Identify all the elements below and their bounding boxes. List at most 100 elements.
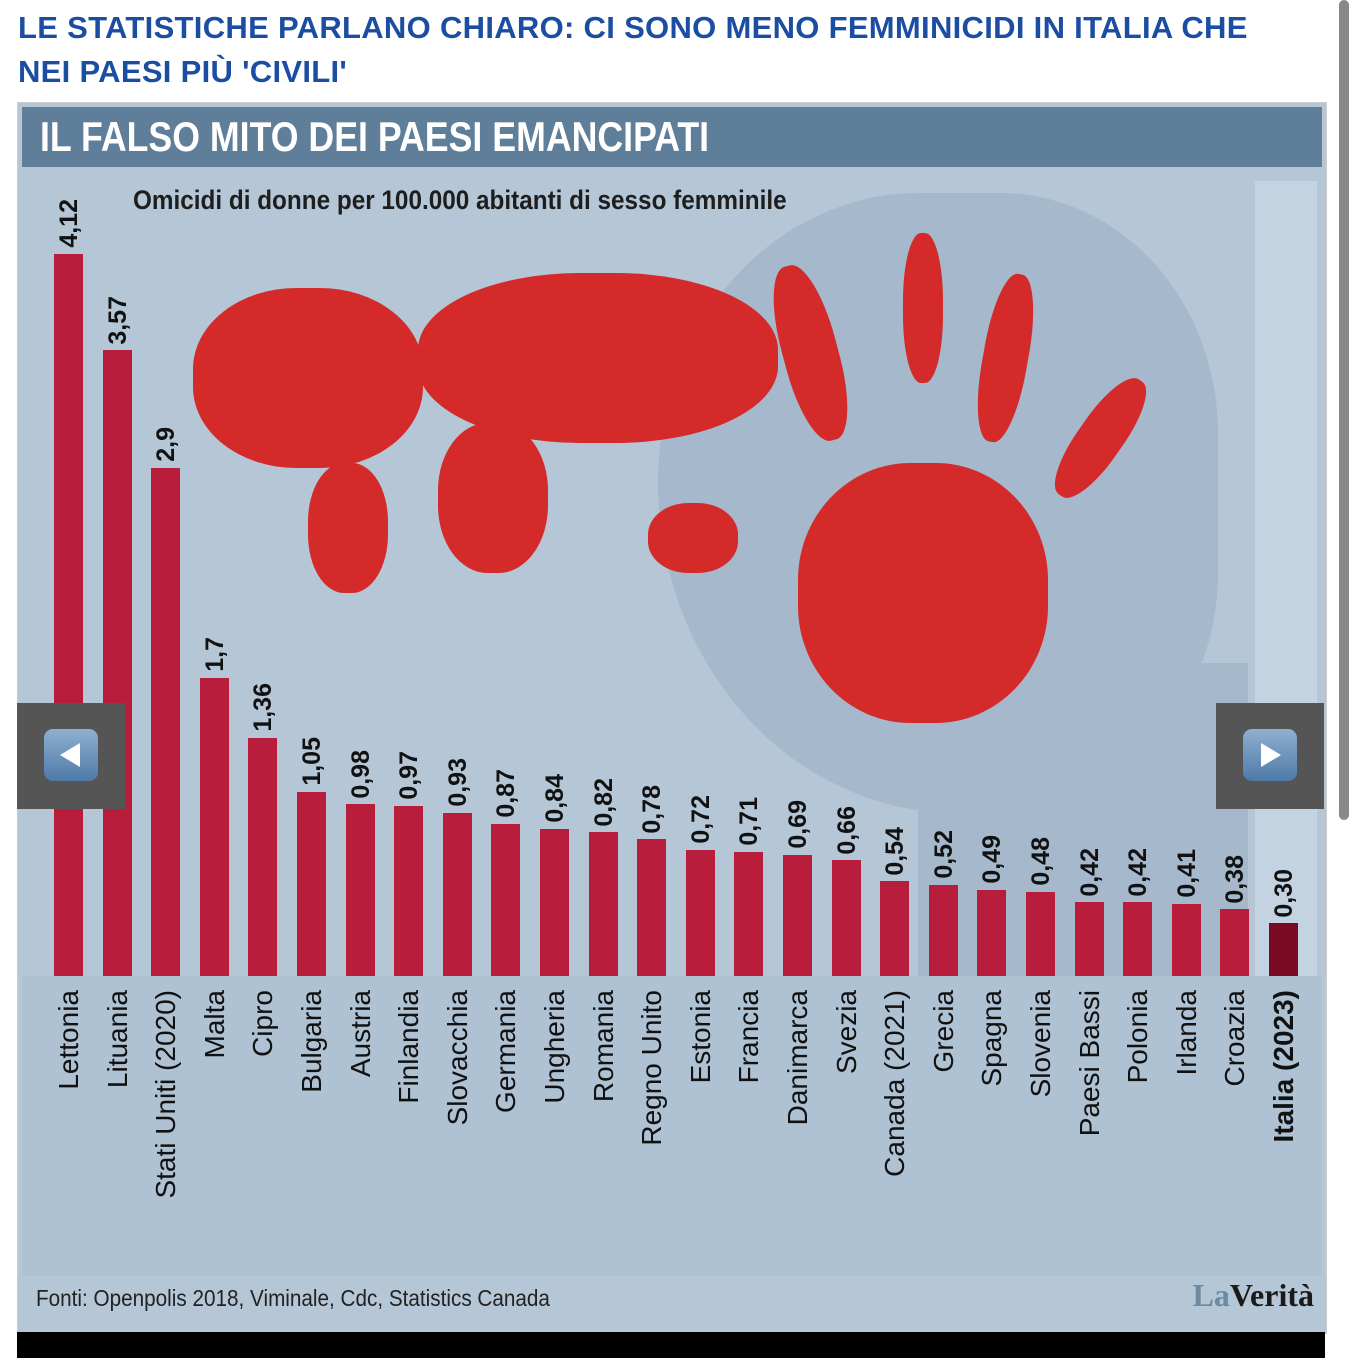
- value-label: 0,38: [1221, 854, 1250, 904]
- value-label: 0,93: [443, 758, 472, 808]
- value-label: 0,97: [395, 751, 424, 801]
- bar: [1123, 902, 1153, 976]
- world-map-south-america: [308, 463, 388, 593]
- world-map-africa: [438, 423, 548, 573]
- carousel-prev-button[interactable]: [17, 703, 125, 809]
- label-band: [22, 976, 1322, 1276]
- value-label: 0,82: [589, 777, 618, 827]
- arrow-right-icon: [1243, 729, 1297, 781]
- source-note: Fonti: Openpolis 2018, Viminale, Cdc, St…: [36, 1285, 550, 1311]
- value-label: 1,05: [298, 737, 326, 786]
- bar: [102, 350, 132, 976]
- title-band: IL FALSO MITO DEI PAESI EMANCIPATI: [22, 107, 1322, 167]
- category-label: Paesi Bassi: [1073, 990, 1105, 1137]
- value-label: 0,42: [1075, 847, 1104, 897]
- category-label: Lettonia: [53, 990, 84, 1090]
- value-label: 0,66: [832, 805, 861, 855]
- bar: [1220, 909, 1250, 976]
- value-label: 0,42: [1124, 847, 1153, 897]
- category-label: Croazia: [1219, 990, 1251, 1087]
- category-label: Malta: [198, 990, 230, 1059]
- value-label: 0,49: [978, 835, 1007, 885]
- value-label: 3,57: [103, 295, 132, 345]
- category-label: Grecia: [927, 990, 959, 1073]
- value-label: 4,12: [55, 199, 83, 248]
- category-label: Estonia: [684, 990, 716, 1084]
- bar: [1074, 902, 1104, 976]
- category-label: Italia (2023): [1268, 990, 1299, 1143]
- category-label: Regno Unito: [636, 990, 668, 1146]
- value-label: 1,36: [249, 683, 278, 732]
- bar: [588, 832, 618, 976]
- bar: [685, 849, 715, 976]
- scrollbar[interactable]: [1339, 0, 1349, 820]
- category-label: Cipro: [247, 990, 279, 1057]
- category-label: Spagna: [976, 990, 1008, 1087]
- value-label: 0,98: [346, 749, 375, 799]
- value-label: 0,41: [1172, 849, 1201, 899]
- category-label: Polonia: [1122, 990, 1154, 1084]
- bar: [442, 813, 472, 976]
- bar: [831, 860, 861, 976]
- chart-subtitle: Omicidi di donne per 100.000 abitanti di…: [133, 185, 787, 215]
- handprint-finger: [903, 233, 943, 383]
- bar: [491, 823, 521, 976]
- value-label: 0,84: [541, 774, 569, 823]
- value-label: 0,72: [686, 795, 715, 844]
- category-label: Svezia: [830, 990, 862, 1075]
- carousel-next-button[interactable]: [1216, 703, 1324, 809]
- category-label: Slovacchia: [441, 990, 473, 1126]
- category-label: Irlanda: [1170, 990, 1202, 1076]
- bar: [637, 839, 667, 976]
- value-label: 2,9: [152, 427, 181, 462]
- bar: [248, 737, 278, 976]
- bar: [928, 884, 958, 976]
- laverita-logo: LaVerità: [1192, 1277, 1314, 1313]
- bar: [394, 806, 424, 976]
- value-label: 0,71: [735, 796, 764, 846]
- bar: [880, 881, 910, 976]
- bar: [734, 851, 764, 976]
- category-label: Canada (2021): [879, 990, 911, 1177]
- arrow-left-icon: [44, 729, 98, 781]
- category-label: Danimarca: [782, 990, 813, 1126]
- bar: [977, 890, 1007, 976]
- world-map-americas: [193, 288, 423, 468]
- category-label: Romania: [587, 990, 619, 1103]
- world-map-australia: [648, 503, 738, 573]
- category-label: Slovenia: [1025, 990, 1056, 1098]
- bar: [1171, 904, 1201, 976]
- value-label: 0,48: [1027, 837, 1055, 886]
- chart-title: IL FALSO MITO DEI PAESI EMANCIPATI: [40, 113, 710, 160]
- value-label: 0,78: [638, 784, 667, 834]
- bar: [540, 828, 569, 976]
- category-label: Finlandia: [393, 990, 425, 1104]
- bar: [1026, 891, 1055, 976]
- bar: [54, 254, 83, 976]
- value-label: 0,69: [784, 800, 812, 850]
- category-label: Germania: [490, 990, 522, 1113]
- highlight-stripe: [1255, 181, 1317, 981]
- bar: [151, 467, 181, 976]
- value-label: 0,52: [929, 830, 958, 879]
- value-label: 1,7: [200, 637, 229, 673]
- bar: [783, 855, 812, 976]
- bar: [345, 804, 375, 976]
- category-label: Ungheria: [539, 990, 570, 1104]
- bar: [1269, 923, 1298, 976]
- bar: [297, 791, 326, 976]
- category-label: Francia: [733, 990, 765, 1084]
- category-label: Stati Uniti (2020): [150, 990, 182, 1199]
- value-label: 0,87: [492, 768, 521, 818]
- world-map-eurasia: [418, 273, 778, 443]
- headline: LE STATISTICHE PARLANO CHIARO: CI SONO M…: [18, 10, 1248, 89]
- caption-bar: [17, 1332, 1325, 1358]
- value-label: 0,54: [881, 826, 910, 876]
- value-label: 0,30: [1270, 868, 1298, 918]
- handprint-palm: [798, 463, 1048, 723]
- category-label: Bulgaria: [296, 990, 327, 1093]
- chart-image: IL FALSO MITO DEI PAESI EMANCIPATI Omici…: [17, 102, 1327, 1334]
- category-label: Austria: [344, 990, 376, 1078]
- bar: [199, 678, 229, 976]
- category-label: Lituania: [101, 990, 133, 1089]
